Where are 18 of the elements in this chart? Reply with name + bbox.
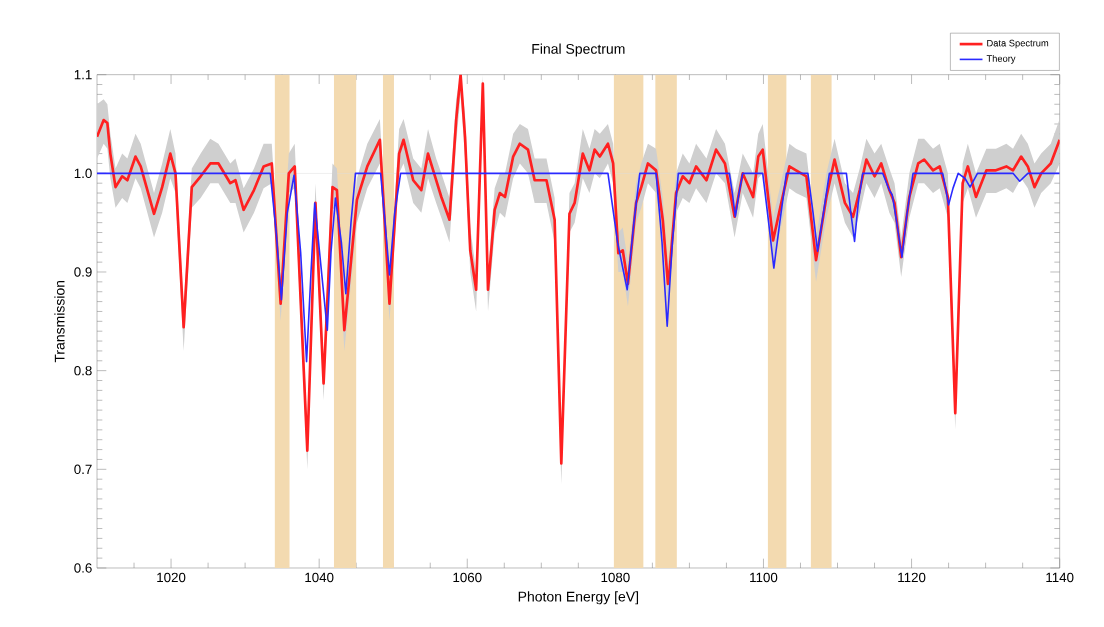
y-axis-title: Transmission [54, 280, 65, 363]
x-tick-label: 1100 [750, 572, 778, 583]
x-tick-label: 1060 [453, 572, 482, 583]
y-tick-label: 0.7 [74, 464, 92, 475]
x-tick-label: 1040 [305, 572, 334, 583]
x-tick-label: 1120 [898, 572, 926, 583]
y-tick-label: 1.0 [74, 168, 92, 179]
x-tick-label: 1020 [157, 572, 186, 583]
y-tick-label: 0.9 [74, 267, 92, 277]
legend-label: Theory [986, 55, 1016, 64]
chart-title: Final Spectrum [532, 43, 625, 57]
legend-label: Data Spectrum [987, 39, 1049, 49]
x-axis-title: Photon Energy [eV] [518, 591, 639, 605]
x-tick-label: 1140 [1046, 572, 1074, 583]
y-tick-label: 1.1 [74, 70, 92, 80]
y-tick-label: 0.8 [74, 365, 92, 376]
y-tick-label: 0.6 [74, 563, 92, 573]
x-tick-label: 1080 [601, 572, 630, 583]
